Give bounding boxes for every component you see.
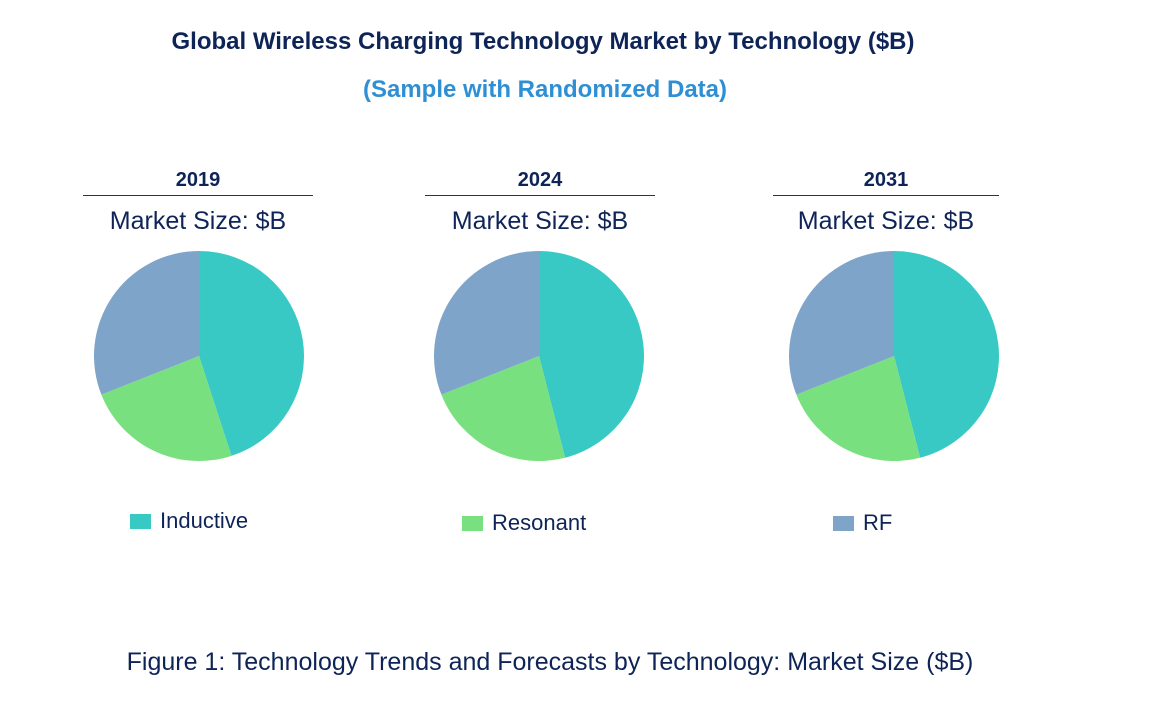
legend-label: Inductive xyxy=(160,508,249,533)
pie-chart-2019 xyxy=(94,251,304,461)
pie-panel-2019: 2019 Market Size: $B xyxy=(83,165,313,236)
panel-market-size-label: Market Size: $B xyxy=(797,207,975,235)
pie-slice-rf xyxy=(94,251,199,395)
legend-item-rf: RF xyxy=(833,510,892,536)
chart-subtitle: (Sample with Randomized Data) xyxy=(362,76,728,103)
panel-year-label: 2019 xyxy=(83,165,313,196)
panel-market-size-label: Market Size: $B xyxy=(451,207,629,235)
pie-slice-rf xyxy=(434,251,539,395)
panel-year-label: 2024 xyxy=(425,165,655,196)
panel-market-size-label: Market Size: $B xyxy=(109,207,287,235)
pie-panel-2031: 2031 Market Size: $B xyxy=(773,165,999,236)
pie-slice-rf xyxy=(789,251,894,395)
legend-label: RF xyxy=(863,510,893,535)
pie-chart-2024 xyxy=(434,251,645,461)
legend-swatch-rf xyxy=(833,515,854,531)
legend-item-inductive: Inductive xyxy=(130,508,248,534)
pie-chart-2031 xyxy=(789,251,1000,461)
pie-slice-resonant xyxy=(101,356,232,461)
pie-panel-2024: 2024 Market Size: $B xyxy=(425,165,655,236)
pie-slice-resonant xyxy=(796,356,921,461)
pie-slice-resonant xyxy=(441,356,566,461)
legend-label: Resonant xyxy=(492,510,587,535)
legend-item-resonant: Resonant xyxy=(462,510,586,536)
panel-year-label: 2031 xyxy=(773,165,999,196)
pie-slice-inductive xyxy=(894,251,1000,458)
pie-slice-inductive xyxy=(539,251,645,458)
legend-swatch-inductive xyxy=(130,513,151,529)
chart-title: Global Wireless Charging Technology Mark… xyxy=(171,28,915,55)
pie-slice-inductive xyxy=(199,251,304,456)
legend-swatch-resonant xyxy=(462,515,483,531)
figure-caption: Figure 1: Technology Trends and Forecast… xyxy=(126,648,974,676)
